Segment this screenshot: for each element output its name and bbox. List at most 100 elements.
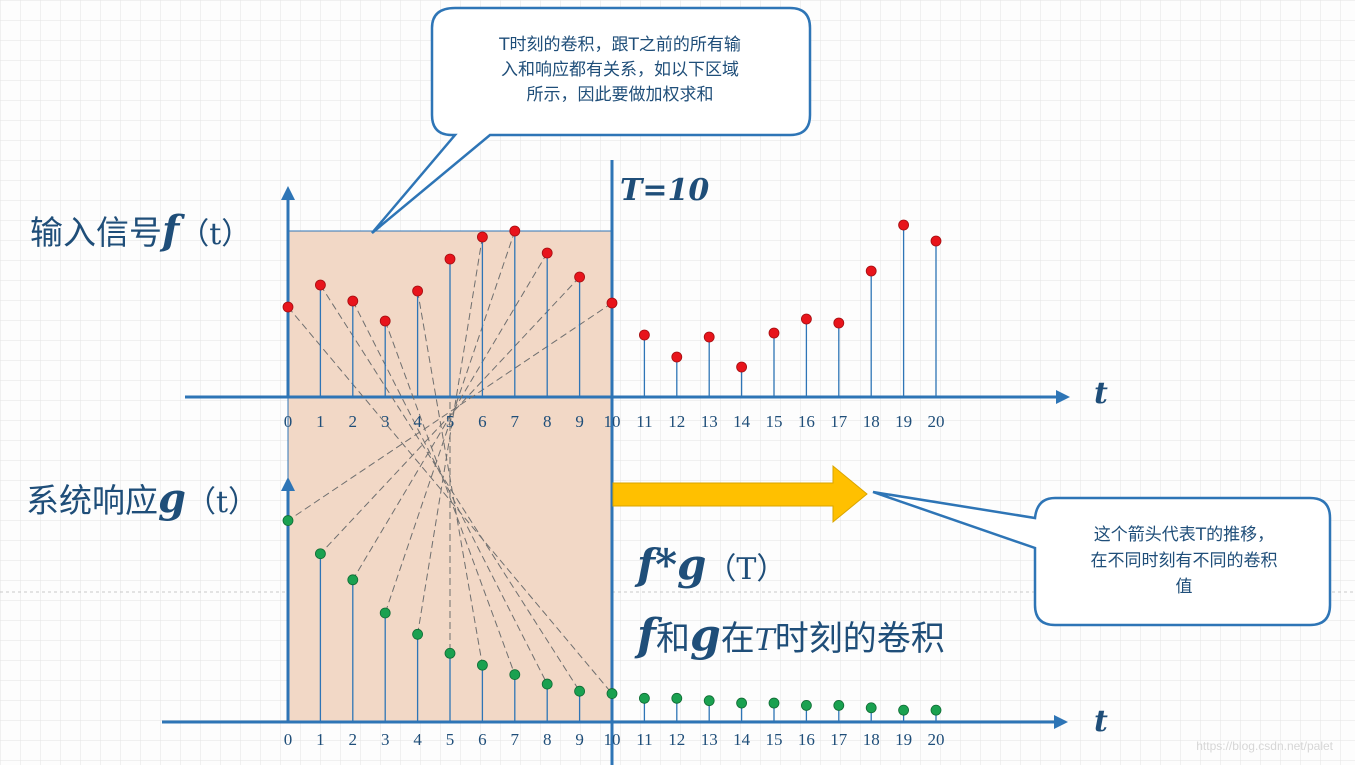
bottom-tick-label: 18 <box>863 730 880 749</box>
desc-f: f <box>637 610 656 661</box>
response-sample-dot <box>801 700 812 711</box>
bottom-tick-label: 10 <box>604 730 621 749</box>
response-sample-dot <box>541 678 553 690</box>
bottom-tick-label: 19 <box>895 730 912 749</box>
top-tick-label: 13 <box>701 412 718 431</box>
input-sample-dot <box>833 317 845 329</box>
callout-top-line: 所示，因此要做加权求和 <box>526 85 714 105</box>
top-tick-label: 16 <box>798 412 815 431</box>
callout-right-line: 在不同时刻有不同的卷积 <box>1090 551 1278 571</box>
bottom-axis-var: t <box>1094 704 1108 739</box>
response-sample-dot <box>768 697 780 709</box>
input-sample-dot <box>865 265 877 277</box>
top-tick-label: 11 <box>636 412 652 431</box>
input-sample-dot <box>606 297 618 309</box>
bottom-tick-label: 5 <box>446 730 455 749</box>
top-tick-label: 12 <box>668 412 685 431</box>
conv-f: f <box>637 540 656 589</box>
bottom-tick-label: 3 <box>381 730 390 749</box>
top-tick-label: 1 <box>316 412 325 431</box>
weighting-line <box>417 290 483 666</box>
top-tick-label: 3 <box>381 412 390 431</box>
top-tick-label: 8 <box>543 412 552 431</box>
top-tick-label: 19 <box>895 412 912 431</box>
weighting-line <box>287 302 613 521</box>
conv-arg: （T） <box>706 552 787 587</box>
input-sample-dot <box>541 247 553 259</box>
callout-right-line: 这个箭头代表T的推移， <box>1093 525 1275 545</box>
weighting-line <box>287 306 613 694</box>
input-sample-dot <box>314 279 326 291</box>
input-sample-dot <box>930 235 942 247</box>
input-sample-dot <box>768 327 780 339</box>
response-sample-dot <box>703 695 715 707</box>
desc-rest: 时刻的卷积 <box>774 619 945 659</box>
bottom-tick-label: 4 <box>413 730 422 749</box>
desc-zai: 在 <box>720 619 755 659</box>
input-sample-dot <box>703 331 715 343</box>
response-sample-dot <box>314 548 326 560</box>
response-signal-label: 系统响应g（t） <box>26 474 258 522</box>
top-tick-label: 15 <box>766 412 783 431</box>
response-sample-dot <box>833 700 845 711</box>
response-sample-dot <box>379 607 391 619</box>
bottom-tick-label: 14 <box>733 730 751 749</box>
input-sample-dot <box>444 253 456 265</box>
bottom-tick-label: 11 <box>636 730 652 749</box>
callout-right-text: 这个箭头代表T的推移， 在不同时刻有不同的卷积 值 <box>1040 522 1328 600</box>
top-tick-label: 7 <box>511 412 520 431</box>
input-sample-dot <box>412 285 424 297</box>
desc-T: T <box>754 623 775 658</box>
response-sample-dot <box>509 669 521 680</box>
top-tick-label: 0 <box>284 412 293 431</box>
top-tick-label: 18 <box>863 412 880 431</box>
response-sample-dot <box>898 704 909 716</box>
top-tick-label: 14 <box>733 412 751 431</box>
response-sample-dot <box>606 688 618 699</box>
weighting-line <box>417 236 483 635</box>
input-label-text: 输入信号 <box>30 213 162 252</box>
response-sample-dot <box>865 702 877 714</box>
response-sample-dot <box>671 692 683 704</box>
bottom-tick-label: 1 <box>316 730 325 749</box>
stems <box>282 219 942 722</box>
bottom-tick-label: 7 <box>511 730 520 749</box>
top-axis-var: t <box>1094 376 1108 411</box>
bottom-tick-label: 12 <box>668 730 685 749</box>
bottom-tick-label: 6 <box>478 730 487 749</box>
input-sample-dot <box>509 225 521 237</box>
top-tick-label: 10 <box>604 412 621 431</box>
bottom-tick-label: 15 <box>766 730 783 749</box>
top-tick-label: 2 <box>349 412 358 431</box>
bottom-y-axis-arrow-icon <box>281 477 295 491</box>
convolution-expression: f*g（T） <box>637 540 786 589</box>
top-tick-label: 17 <box>830 412 848 431</box>
response-label-symbol: g <box>158 475 186 522</box>
callout-top-text: T时刻的卷积，跟T之前的所有输 入和响应都有关系，如以下区域 所示，因此要做加权… <box>440 33 800 108</box>
bottom-x-axis-arrow-icon <box>1054 715 1068 729</box>
response-label-arg: （t） <box>185 485 259 520</box>
input-label-arg: （t） <box>179 217 252 252</box>
callout-top-bubble <box>371 6 812 234</box>
response-sample-dot <box>930 704 942 716</box>
response-sample-dot <box>412 628 424 640</box>
bottom-tick-label: 0 <box>284 730 293 749</box>
bottom-tick-label: 20 <box>928 730 945 749</box>
top-y-axis-arrow-icon <box>281 186 295 200</box>
weighting-lines <box>287 230 613 694</box>
top-tick-label: 5 <box>446 412 455 431</box>
desc-g: g <box>689 610 721 661</box>
bottom-tick-label: 8 <box>543 730 552 749</box>
callout-right-bubble <box>872 490 1332 627</box>
top-tick-label: 9 <box>575 412 584 431</box>
callout-right-line: 值 <box>1175 577 1193 597</box>
top-tick-label: 6 <box>478 412 487 431</box>
tick-labels: 0011223344556677889910101111121213131414… <box>284 412 945 749</box>
bottom-tick-label: 17 <box>830 730 848 749</box>
response-sample-dot <box>347 574 359 586</box>
input-sample-dot <box>736 361 747 373</box>
response-sample-dot <box>282 515 294 526</box>
input-sample-dot <box>282 301 294 313</box>
input-sample-dot <box>476 231 488 243</box>
response-label-text: 系统响应 <box>26 481 158 520</box>
